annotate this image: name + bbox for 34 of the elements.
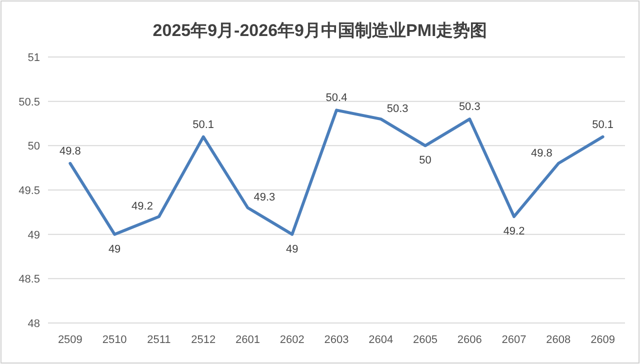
data-label: 49.2 [503,226,525,238]
y-tick-label: 50 [28,140,40,153]
x-tick-label: 2602 [280,334,304,346]
y-tick-label: 48 [28,318,40,330]
x-tick-label: 2510 [102,334,127,346]
x-tick-label: 2606 [457,334,482,346]
data-label: 50.3 [386,103,408,116]
chart-title: 2025年9月-2026年9月中国制造业PMI走势图 [152,21,488,40]
data-label: 50 [419,154,432,167]
x-tick-label: 2609 [590,334,616,346]
y-tick-label: 48.5 [18,274,40,286]
data-label: 50.3 [458,101,480,114]
x-tick-label: 2607 [502,334,526,346]
x-tick-label: 2601 [235,334,260,346]
x-tick-label: 2509 [58,334,82,346]
y-tick-label: 49.5 [18,185,40,197]
data-label: 49.8 [59,145,81,158]
y-tick-label: 51 [28,52,40,64]
x-tick-label: 2512 [191,334,216,346]
y-tick-label: 49 [28,229,40,242]
data-label: 49.2 [132,200,153,213]
data-label: 49 [108,243,121,256]
data-label: 50.1 [592,118,614,131]
x-tick-label: 2511 [147,334,171,346]
x-tick-label: 2608 [546,334,571,346]
x-tick-label: 2605 [413,334,438,346]
x-tick-label: 2604 [368,334,394,346]
data-label: 50.1 [192,118,214,131]
data-label: 50.4 [326,92,348,104]
data-label: 49.8 [531,147,552,160]
y-tick-label: 50.5 [18,96,40,108]
data-label: 49 [286,243,298,256]
data-label: 49.3 [254,192,276,204]
x-tick-label: 2603 [324,334,349,346]
